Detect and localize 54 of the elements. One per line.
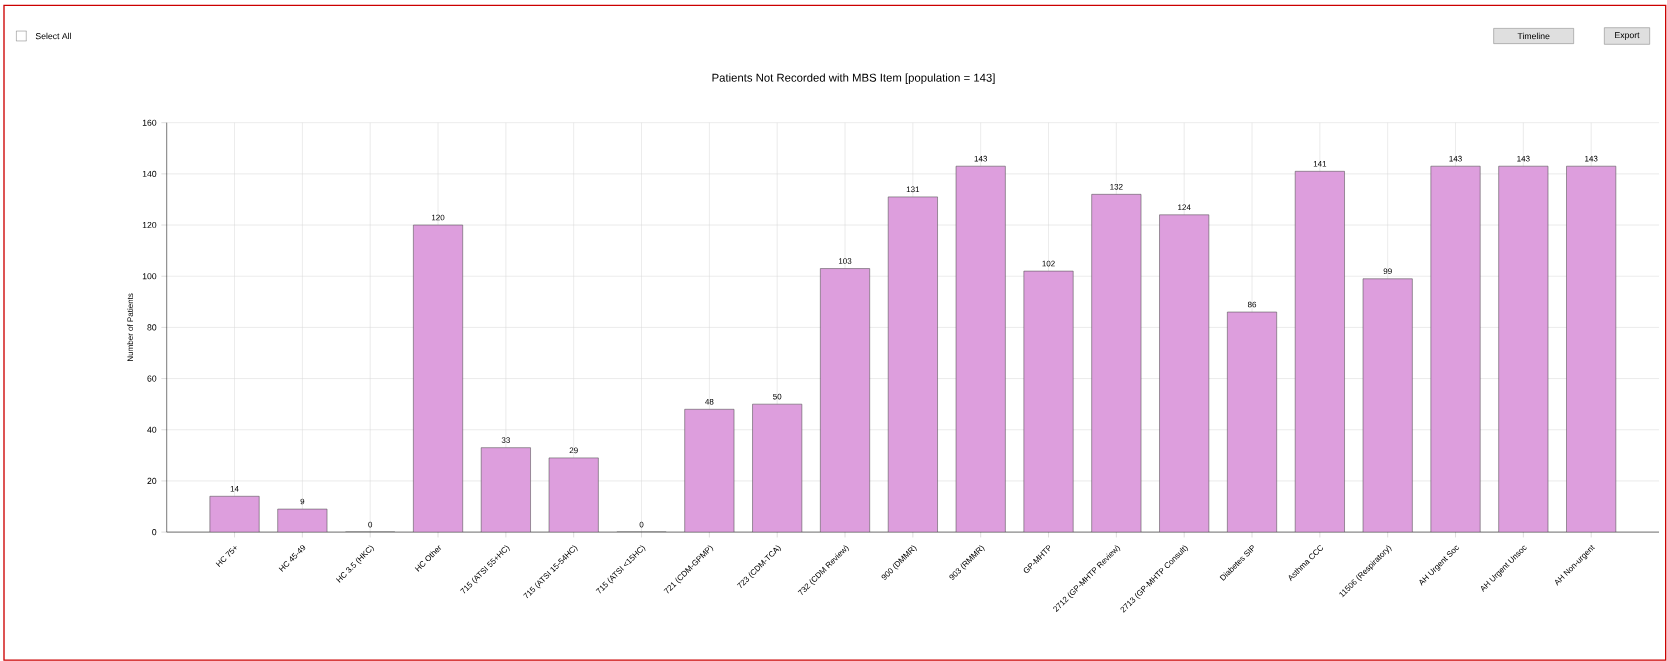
text: Export bbox=[1615, 31, 1640, 40]
bar bbox=[1023, 270, 1074, 532]
y-axis-title: Number of Patients bbox=[127, 293, 134, 361]
y-tick-label: 100 bbox=[142, 272, 157, 280]
bar bbox=[820, 268, 870, 532]
bar bbox=[1294, 170, 1345, 532]
data-label: 99 bbox=[1383, 268, 1392, 274]
bar bbox=[480, 447, 531, 532]
text: Select All bbox=[35, 32, 71, 39]
data-label: 103 bbox=[838, 257, 852, 264]
data-label: 141 bbox=[1313, 160, 1327, 167]
data-label: 50 bbox=[773, 393, 782, 400]
bar bbox=[955, 165, 1006, 532]
data-label: 0 bbox=[368, 521, 373, 528]
chart-title: Patients Not Recorded with MBS Item [population = 143] bbox=[712, 73, 995, 84]
bar bbox=[1430, 165, 1481, 532]
data-label: 33 bbox=[501, 437, 510, 443]
data-label: 29 bbox=[569, 447, 578, 453]
y-tick-label: 60 bbox=[147, 375, 157, 382]
y-tick-label: 80 bbox=[147, 324, 157, 331]
bar bbox=[209, 495, 260, 532]
x-tick-label: HC 75+ bbox=[215, 546, 237, 567]
data-label: 143 bbox=[974, 155, 988, 162]
y-tick-label: 40 bbox=[147, 426, 157, 433]
bar bbox=[1498, 165, 1549, 532]
bar bbox=[1362, 278, 1413, 532]
y-tick-label: 120 bbox=[142, 221, 157, 228]
data-label: 120 bbox=[431, 214, 445, 221]
bar bbox=[1091, 193, 1142, 532]
data-label: 132 bbox=[1110, 183, 1123, 190]
data-label: 131 bbox=[906, 186, 920, 192]
bar bbox=[752, 403, 803, 532]
data-label: 86 bbox=[1247, 301, 1257, 308]
bar bbox=[1159, 214, 1210, 532]
bar bbox=[1227, 311, 1277, 532]
text: Timeline bbox=[1517, 32, 1550, 39]
bar bbox=[413, 224, 463, 532]
bar bbox=[1566, 165, 1617, 532]
data-label: 143 bbox=[1517, 155, 1530, 162]
data-label: 143 bbox=[1585, 155, 1598, 162]
bar bbox=[887, 196, 938, 532]
bar bbox=[684, 408, 735, 532]
data-label: 143 bbox=[1449, 155, 1462, 162]
data-label: 124 bbox=[1178, 204, 1191, 210]
y-tick-label: 160 bbox=[142, 119, 157, 126]
y-tick-label: 20 bbox=[147, 477, 157, 484]
data-label: 48 bbox=[705, 398, 714, 405]
data-label: 102 bbox=[1042, 260, 1055, 267]
data-label: 0 bbox=[639, 521, 644, 528]
y-tick-label: 140 bbox=[142, 170, 157, 177]
bar bbox=[548, 457, 599, 532]
data-label: 9 bbox=[300, 498, 305, 505]
y-tick-label: 0 bbox=[152, 528, 157, 535]
data-label: 14 bbox=[230, 485, 239, 492]
